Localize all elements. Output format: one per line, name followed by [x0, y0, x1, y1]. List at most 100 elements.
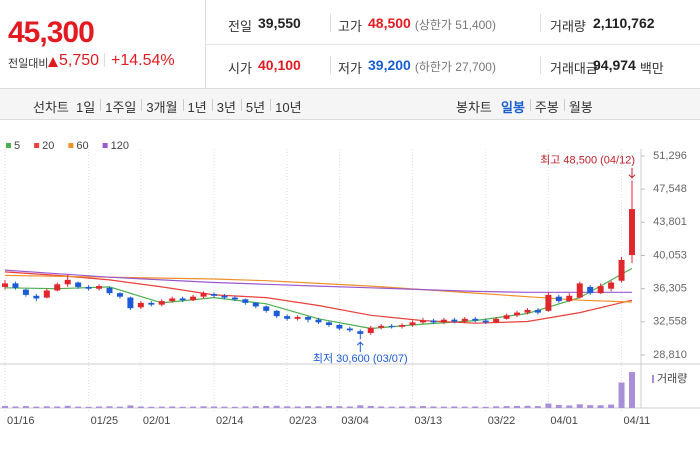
volume-bar [503, 406, 510, 408]
volume-bar [534, 406, 541, 408]
volume-bar [618, 382, 625, 408]
volume-bar [158, 406, 165, 408]
candle-body [148, 302, 155, 305]
volume-legend-swatch [652, 375, 654, 383]
legend-swatch [34, 143, 40, 148]
volume-bar [514, 405, 521, 408]
candle-body [566, 295, 573, 302]
y-tick-label: 28,810 [653, 349, 687, 361]
tab-separator [563, 99, 565, 111]
candle-body [211, 294, 217, 296]
period-tab[interactable]: 3개월 [146, 100, 178, 115]
volume-bar [493, 406, 500, 408]
candle-body [242, 299, 249, 303]
candle-body [43, 290, 50, 298]
legend-label: 20 [42, 140, 54, 152]
candle-body [137, 302, 144, 308]
volume-bar [325, 405, 332, 408]
candle-body [284, 316, 291, 319]
volume-bar [43, 406, 50, 408]
candle-body [597, 286, 604, 294]
volume-bar [137, 406, 144, 408]
candle-body [231, 297, 238, 300]
volume-bar [367, 405, 374, 408]
tab-separator [100, 99, 102, 111]
candle-body [221, 295, 228, 298]
volume-bar [273, 405, 280, 408]
stat-label: 전일 [228, 19, 252, 34]
change: 5,750 [59, 52, 100, 69]
row-divider [206, 44, 700, 45]
period-tab[interactable]: 5년 [245, 100, 266, 115]
stat-label: 거래대금 [550, 61, 598, 76]
candle-body [22, 289, 29, 295]
legend-swatch [68, 143, 74, 148]
stat-value: 39,550 [258, 15, 301, 31]
col-divider [540, 14, 541, 32]
x-tick-label: 04/01 [550, 415, 578, 427]
change-rate: +14.54% [111, 52, 175, 69]
period-tab[interactable]: 월봉 [568, 100, 593, 115]
tab-title: 봉차트 [456, 100, 492, 115]
period-tab[interactable]: 1주일 [105, 100, 137, 115]
tab-separator [141, 99, 143, 111]
volume-bar [85, 406, 92, 408]
volume-bar [545, 403, 552, 408]
volume-bar [378, 406, 385, 408]
tab-separator [270, 99, 272, 111]
candle-body [461, 318, 468, 322]
x-tick-label: 01/16 [7, 415, 35, 427]
period-tab[interactable]: 3년 [216, 100, 236, 115]
volume-bar [263, 405, 270, 408]
candle-body [127, 297, 134, 309]
volume-bar [148, 406, 155, 408]
candle-body [503, 315, 510, 319]
stat-label: 시가 [228, 61, 252, 76]
period-tab[interactable]: 10년 [275, 100, 302, 115]
low-annotation: 최저 30,600 (03/07) [313, 352, 408, 365]
candle-body [179, 298, 186, 301]
x-tick-label: 03/13 [415, 415, 443, 427]
period-tab[interactable]: 1년 [187, 100, 207, 115]
period-tab[interactable]: 주봉 [534, 100, 559, 115]
tab-separator [240, 99, 242, 111]
volume-bar [482, 406, 489, 408]
candle-body [12, 283, 19, 288]
volume-bar [409, 406, 416, 408]
divider [104, 53, 105, 67]
candle-body [493, 318, 500, 323]
candle-body [252, 302, 259, 307]
tab-title: 선차트 [33, 100, 69, 115]
x-tick-label: 02/01 [143, 415, 171, 427]
tab-separator [529, 99, 531, 111]
volume-bar [315, 406, 322, 408]
x-tick-label: 02/23 [289, 415, 317, 427]
stat-value: 39,200 [368, 57, 411, 73]
volume-bar [284, 406, 291, 408]
volume-bar [106, 406, 113, 408]
legend-swatch [6, 143, 11, 148]
period-tab[interactable]: 1일 [76, 100, 96, 115]
candle-body [430, 320, 437, 323]
candle-body [629, 209, 635, 256]
low-arrow [356, 341, 364, 353]
stat-value: 2,110,762 [593, 15, 655, 31]
candle-body [618, 259, 625, 281]
candle-body [75, 282, 82, 287]
volume-bar [346, 406, 353, 408]
stat-label: 고가 [338, 19, 362, 34]
volume-bar [12, 406, 19, 408]
candle-body [409, 322, 416, 325]
candle-body [169, 298, 176, 302]
legend-label: 120 [111, 140, 129, 152]
volume-bar [294, 406, 301, 408]
stat-note: (하한가 27,700) [414, 60, 496, 74]
y-tick-label: 51,296 [653, 150, 687, 162]
change-label: 전일대비 [8, 58, 49, 70]
up-icon [48, 57, 58, 67]
candle-body [106, 287, 113, 294]
candle-body [576, 283, 583, 298]
stat-value: 48,500 [368, 15, 411, 31]
period-tab[interactable]: 일봉 [501, 100, 525, 115]
volume-bar [2, 405, 8, 408]
